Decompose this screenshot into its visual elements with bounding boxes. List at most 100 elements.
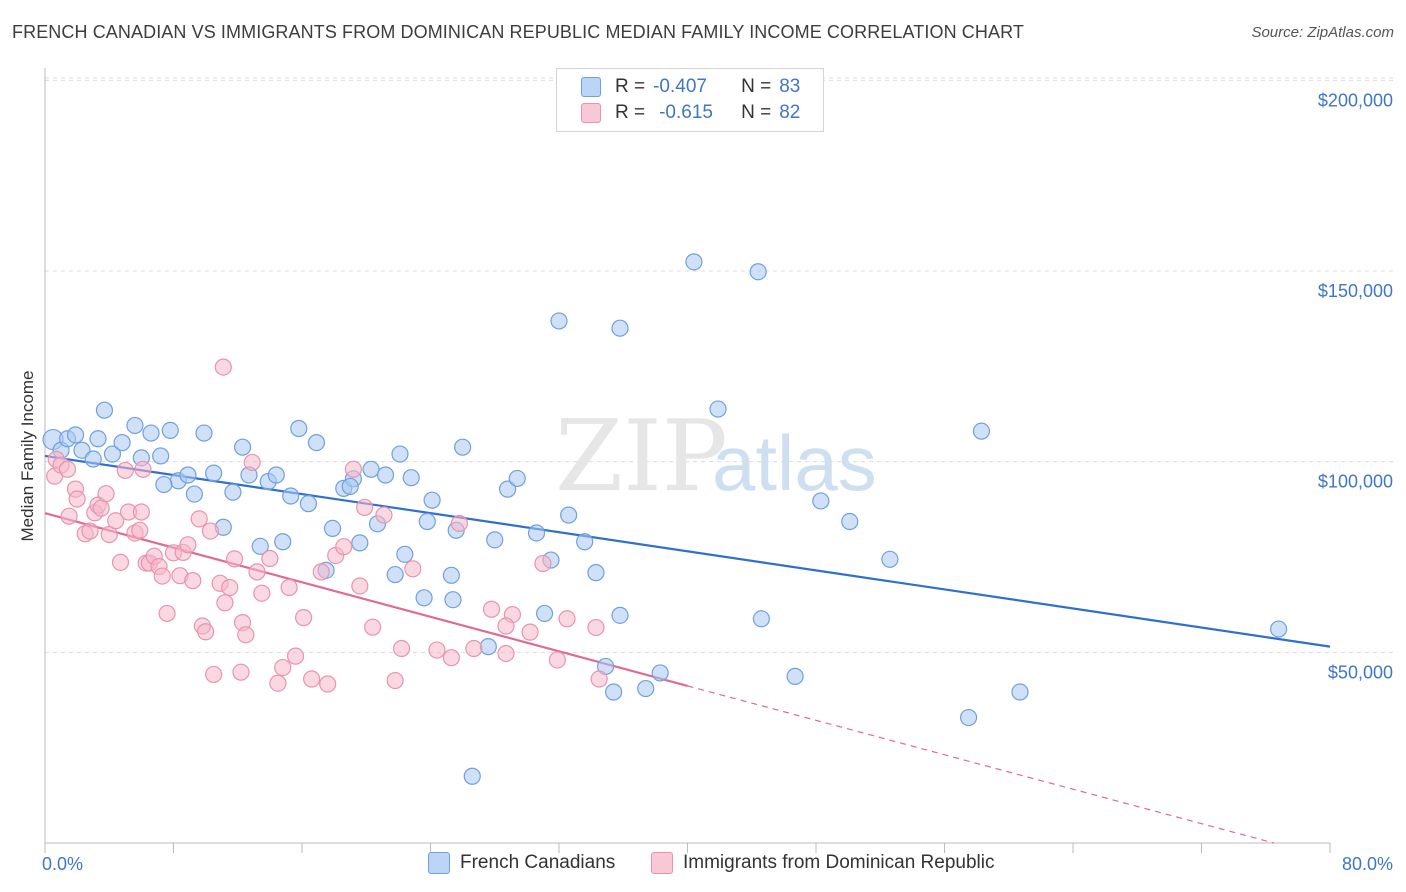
legend-row-dominican: R = -0.615 N = 82 xyxy=(581,100,800,126)
point-dominican xyxy=(100,525,118,544)
point-french-canadian xyxy=(233,438,252,456)
legend-swatch-blue xyxy=(581,77,601,97)
point-dominican xyxy=(482,600,501,618)
point-dominican xyxy=(131,521,149,539)
legend-item-dominican[interactable]: Immigrants from Dominican Republic xyxy=(651,852,995,874)
x-tick-label: 80.0% xyxy=(1342,854,1393,874)
point-french-canadian xyxy=(290,419,308,438)
point-french-canadian xyxy=(376,466,395,484)
point-dominican xyxy=(221,578,239,597)
point-dominican xyxy=(392,639,411,658)
point-french-canadian xyxy=(362,460,380,478)
point-dominican xyxy=(521,623,539,641)
point-french-canadian xyxy=(103,445,122,463)
point-french-canadian xyxy=(637,679,655,698)
point-dominican xyxy=(497,617,515,635)
point-dominican xyxy=(248,563,266,581)
point-french-canadian xyxy=(179,466,197,484)
point-french-canadian xyxy=(587,564,605,582)
legend-item-french-canadians[interactable]: French Canadians xyxy=(428,852,615,874)
legend-n-value: 83 xyxy=(779,76,801,97)
point-dominican xyxy=(465,639,483,658)
legend-n-value: 82 xyxy=(779,102,801,123)
point-dominican xyxy=(295,609,313,627)
legend-row-french-canadians: R = -0.407 N = 83 xyxy=(581,74,800,100)
point-dominican xyxy=(197,623,215,641)
legend-n-label: N = xyxy=(741,76,772,97)
legend-swatch-blue xyxy=(428,852,450,874)
legend-r-label: R = xyxy=(615,76,646,97)
point-dominican xyxy=(364,618,382,636)
point-french-canadian xyxy=(224,483,242,501)
point-dominican xyxy=(286,647,305,665)
point-dominican xyxy=(548,651,566,669)
point-dominican xyxy=(92,499,110,517)
point-dominican xyxy=(68,490,86,508)
point-french-canadian xyxy=(185,485,203,503)
point-dominican xyxy=(534,554,552,573)
point-french-canadian xyxy=(95,401,114,419)
legend-swatch-pink xyxy=(651,852,673,874)
point-dominican xyxy=(60,507,78,525)
point-dominican xyxy=(225,550,244,568)
point-french-canadian xyxy=(959,708,978,727)
point-french-canadian xyxy=(155,475,173,494)
point-dominican xyxy=(312,563,330,581)
point-french-canadian xyxy=(274,533,292,551)
point-french-canadian xyxy=(454,438,472,456)
point-dominican xyxy=(319,675,337,693)
point-french-canadian xyxy=(576,533,594,551)
point-french-canadian xyxy=(66,426,85,444)
point-french-canadian xyxy=(611,319,629,337)
point-dominican xyxy=(351,577,369,595)
point-french-canadian xyxy=(351,534,369,552)
y-tick-label: $200,000 xyxy=(1318,90,1393,110)
axes xyxy=(44,68,1331,853)
point-french-canadian xyxy=(89,430,107,448)
legend-r-value: -0.615 xyxy=(659,102,713,123)
point-french-canadian xyxy=(499,480,517,498)
point-french-canadian xyxy=(605,683,623,701)
point-dominican xyxy=(111,553,130,571)
point-dominican xyxy=(81,522,99,540)
point-french-canadian xyxy=(709,400,727,418)
point-dominican xyxy=(261,549,279,568)
point-dominican xyxy=(280,578,298,597)
watermark-atlas: atlas xyxy=(712,419,877,507)
point-dominican xyxy=(442,649,460,667)
legend-n-label: N = xyxy=(741,102,772,123)
point-french-canadian xyxy=(752,610,770,628)
point-dominican xyxy=(205,665,223,684)
point-dominican xyxy=(590,670,608,688)
point-french-canadian xyxy=(323,519,342,538)
point-french-canadian xyxy=(415,589,433,607)
data-points xyxy=(42,253,1288,785)
point-dominican xyxy=(107,512,125,530)
point-french-canadian xyxy=(142,424,160,442)
point-dominican xyxy=(214,358,232,376)
point-french-canadian xyxy=(423,491,441,509)
point-dominican xyxy=(375,506,393,524)
x-tick-label: 0.0% xyxy=(42,854,83,874)
point-french-canadian xyxy=(812,492,830,510)
point-dominican xyxy=(274,658,292,677)
point-french-canadian xyxy=(205,464,223,482)
point-dominican xyxy=(253,584,271,602)
point-dominican xyxy=(243,453,261,472)
point-french-canadian xyxy=(161,421,179,439)
point-dominican xyxy=(303,670,321,688)
point-dominican xyxy=(344,460,362,478)
y-tick-label: $150,000 xyxy=(1318,281,1393,301)
legend-r-value: -0.407 xyxy=(653,76,707,97)
point-french-canadian xyxy=(651,664,669,682)
point-french-canadian xyxy=(508,469,526,488)
watermark-zip: ZIP xyxy=(555,400,728,514)
point-dominican xyxy=(201,522,220,540)
point-dominican xyxy=(158,604,176,623)
point-french-canadian xyxy=(267,466,285,484)
point-french-canadian xyxy=(1011,683,1029,701)
point-french-canadian xyxy=(786,667,804,685)
legend-label-french-canadians: French Canadians xyxy=(460,852,616,873)
point-dominican xyxy=(587,618,605,637)
point-french-canadian xyxy=(535,604,554,623)
